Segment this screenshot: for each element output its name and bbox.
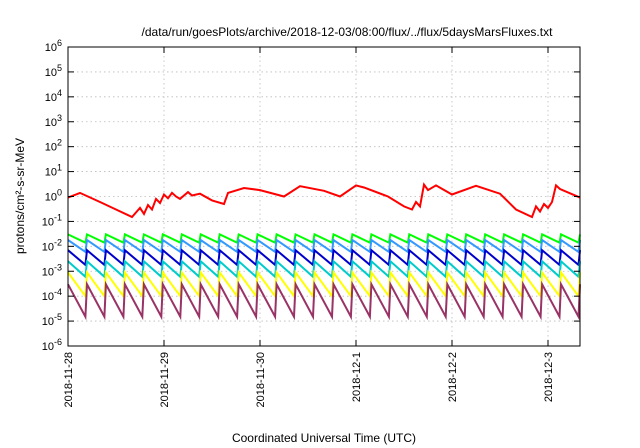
series-line-4	[67, 259, 581, 279]
y-axis-label: protons/cm²-s-sr-MeV	[13, 138, 27, 254]
y-tick-label: 103	[45, 113, 62, 129]
series-line-1	[67, 232, 581, 245]
y-tick-label: 10-4	[42, 287, 62, 303]
plot-area	[67, 182, 581, 321]
x-tick-label: 2018-12-2	[447, 352, 459, 402]
chart-title: /data/run/goesPlots/archive/2018-12-03/0…	[142, 25, 554, 39]
series-line-0	[67, 182, 581, 219]
x-tick-label: 2018-11-30	[255, 352, 267, 407]
x-tick-label: 2018-11-28	[63, 352, 75, 407]
series-line-6	[67, 280, 581, 321]
x-tick-label: 2018-11-29	[159, 352, 171, 407]
series-line-2	[67, 238, 581, 254]
x-axis: 2018-11-28 2018-11-29 2018-11-30 2018-12-1 2…	[63, 47, 555, 407]
y-tick-label: 10-2	[42, 237, 62, 253]
y-tick-label: 106	[45, 38, 62, 54]
y-tick-label: 100	[45, 188, 62, 204]
y-tick-label: 10-6	[42, 337, 62, 353]
y-tick-label: 10-1	[42, 212, 62, 228]
y-tick-label: 104	[45, 88, 62, 104]
series-line-3	[67, 248, 581, 267]
y-tick-label: 102	[45, 138, 62, 154]
y-tick-label: 105	[45, 63, 62, 79]
x-axis-label: Coordinated Universal Time (UTC)	[232, 431, 416, 445]
y-axis: 10-6 10-5 10-4 10-3 10-2 10-1 100 101 102 103 104 1…	[42, 38, 580, 353]
y-tick-label: 10-5	[42, 312, 62, 328]
x-tick-label: 2018-12-3	[543, 352, 555, 402]
y-tick-label: 10-3	[42, 262, 62, 278]
y-tick-label: 101	[45, 163, 62, 179]
x-tick-label: 2018-12-1	[351, 352, 363, 402]
